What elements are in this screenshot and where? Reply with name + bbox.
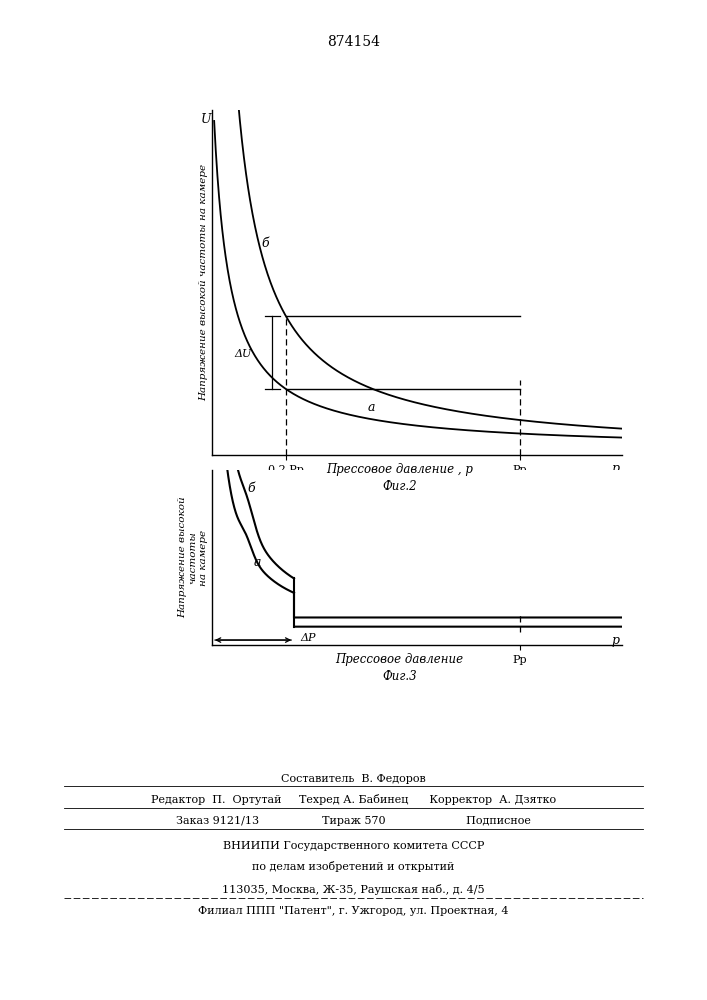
Text: Прессовое давление: Прессовое давление xyxy=(335,653,464,666)
Y-axis label: Напряжение высокой
частоты
на камере: Напряжение высокой частоты на камере xyxy=(178,497,208,618)
Text: Фиг.3: Фиг.3 xyxy=(382,670,416,683)
Text: ΔU: ΔU xyxy=(235,349,252,359)
Text: 874154: 874154 xyxy=(327,35,380,49)
Text: U: U xyxy=(201,113,211,126)
Text: Прессовое давление , р: Прессовое давление , р xyxy=(326,463,473,476)
Text: Редактор  П.  Ортутай     Техред А. Бабинец      Корректор  А. Дзятко: Редактор П. Ортутай Техред А. Бабинец Ко… xyxy=(151,794,556,805)
Text: Филиал ППП "Патент", г. Ужгород, ул. Проектная, 4: Филиал ППП "Патент", г. Ужгород, ул. Про… xyxy=(198,906,509,916)
Text: по делам изобретений и открытий: по делам изобретений и открытий xyxy=(252,861,455,872)
Text: 113035, Москва, Ж-35, Раушская наб., д. 4/5: 113035, Москва, Ж-35, Раушская наб., д. … xyxy=(222,884,485,895)
Text: ΔР: ΔР xyxy=(300,633,316,643)
Text: ВНИИПИ Государственного комитета СССР: ВНИИПИ Государственного комитета СССР xyxy=(223,841,484,851)
Text: а: а xyxy=(368,401,375,414)
Y-axis label: Напряжение высокой частоты на камере: Напряжение высокой частоты на камере xyxy=(199,164,208,401)
Text: Составитель  В. Федоров: Составитель В. Федоров xyxy=(281,774,426,784)
Text: р: р xyxy=(612,462,620,475)
Text: р: р xyxy=(612,634,620,647)
Text: а: а xyxy=(253,556,261,569)
Text: Фиг.2: Фиг.2 xyxy=(382,480,416,493)
Text: б: б xyxy=(247,482,255,495)
Text: б: б xyxy=(262,237,269,250)
Text: Заказ 9121/13                  Тираж 570                       Подписное: Заказ 9121/13 Тираж 570 Подписное xyxy=(176,816,531,826)
